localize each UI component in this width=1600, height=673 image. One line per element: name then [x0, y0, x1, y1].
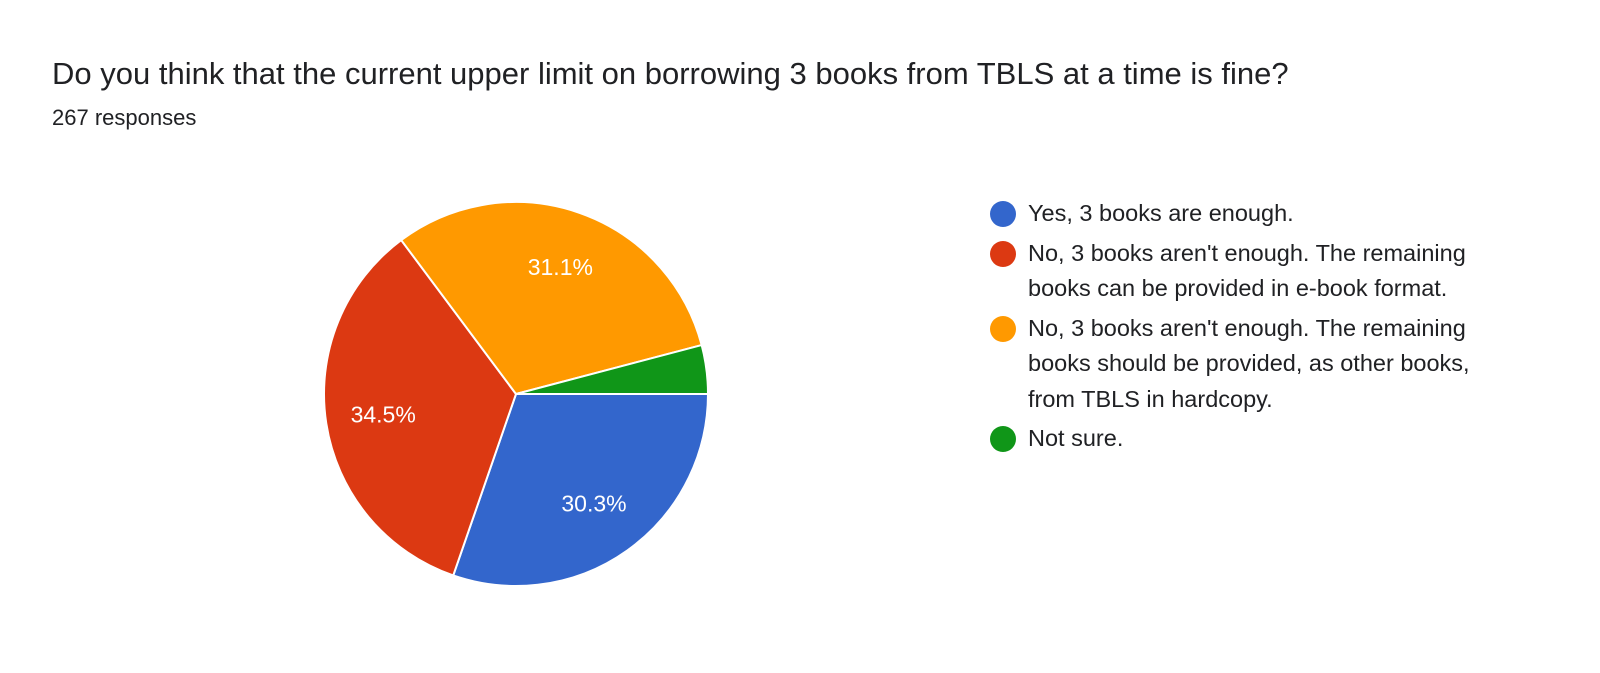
legend-item-2[interactable]: No, 3 books aren't enough. The remaining…: [990, 311, 1510, 418]
legend-item-0[interactable]: Yes, 3 books are enough.: [990, 196, 1510, 232]
legend-label: Not sure.: [1028, 425, 1124, 451]
legend-label: No, 3 books aren't enough. The remaining…: [1028, 314, 1470, 412]
pie-slice-2[interactable]: [399, 201, 703, 396]
chart-title: Do you think that the current upper limi…: [52, 56, 1289, 91]
legend-swatch-icon: [990, 201, 1016, 227]
legend: Yes, 3 books are enough. No, 3 books aren…: [990, 196, 1510, 461]
legend-label: Yes, 3 books are enough.: [1028, 200, 1294, 226]
slice-label-2: 31.1%: [528, 254, 593, 280]
slice-label-1: 34.5%: [351, 402, 416, 428]
legend-item-1[interactable]: No, 3 books aren't enough. The remaining…: [990, 236, 1510, 307]
legend-swatch-icon: [990, 315, 1016, 342]
pie-slice-3[interactable]: [515, 343, 710, 395]
pie-slice-0[interactable]: [451, 393, 710, 587]
legend-swatch-icon: [990, 240, 1016, 267]
legend-swatch-icon: [990, 426, 1016, 452]
response-count: 267 responses: [52, 105, 197, 130]
slice-label-0: 30.3%: [561, 490, 626, 516]
legend-item-3[interactable]: Not sure.: [990, 421, 1510, 457]
pie-slice-1[interactable]: [323, 238, 518, 577]
legend-label: No, 3 books aren't enough. The remaining…: [1028, 239, 1466, 302]
